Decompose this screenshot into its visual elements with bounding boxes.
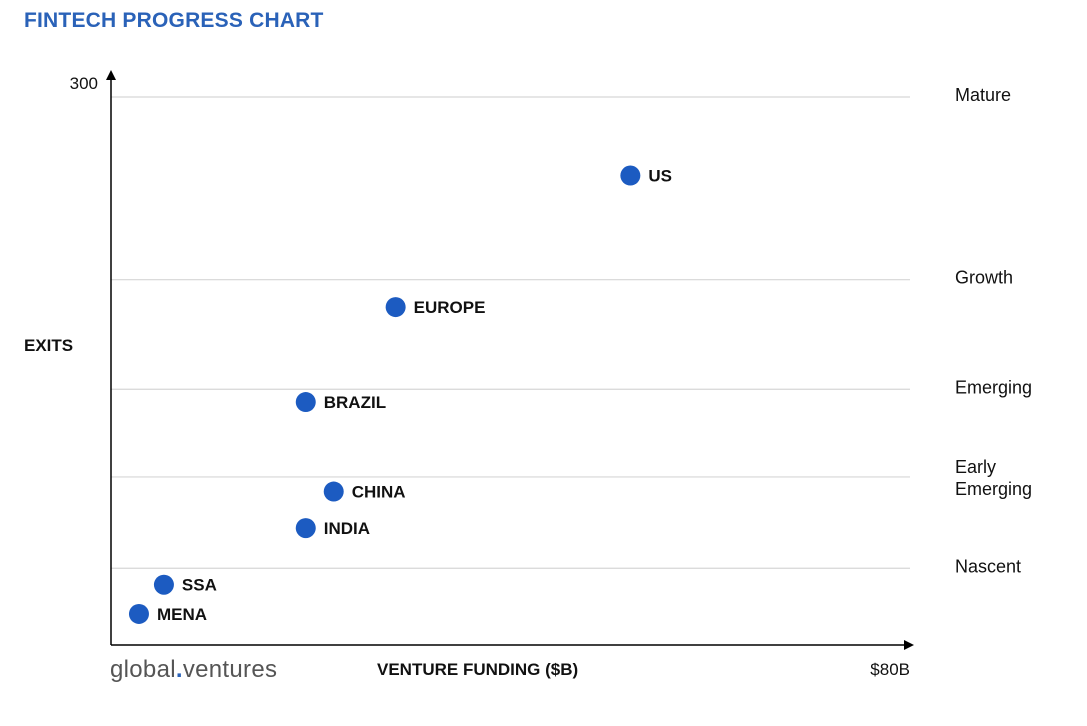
stage-label-nascent: Nascent <box>955 556 1021 576</box>
point-label-mena: MENA <box>157 605 207 624</box>
data-point-ssa <box>153 574 174 595</box>
global-ventures-logo: global.ventures <box>110 656 277 684</box>
data-point-india <box>295 518 316 539</box>
stage-label-growth: Growth <box>955 268 1013 288</box>
y-axis-arrow <box>106 70 116 80</box>
data-point-mena <box>128 603 149 624</box>
point-label-ssa: SSA <box>182 576 217 595</box>
point-label-brazil: BRAZIL <box>324 393 386 412</box>
data-point-us <box>620 165 641 186</box>
y-tick-label: 300 <box>70 74 98 93</box>
x-axis-arrow <box>904 640 914 650</box>
data-point-brazil <box>295 392 316 413</box>
y-axis-label: EXITS <box>24 336 73 355</box>
x-axis-label: VENTURE FUNDING ($B) <box>377 660 578 679</box>
stage-label-early-emerging: Early Emerging <box>955 457 1032 499</box>
stage-label-mature: Mature <box>955 85 1011 105</box>
chart-title: FINTECH PROGRESS CHART <box>24 9 324 32</box>
data-point-china <box>323 481 344 502</box>
point-label-india: INDIA <box>324 519 370 538</box>
logo-text-global: global <box>110 656 176 683</box>
logo-dot: . <box>175 656 183 683</box>
logo-text-ventures: ventures <box>182 656 278 683</box>
stage-label-emerging: Emerging <box>955 377 1032 397</box>
point-label-us: US <box>648 167 672 186</box>
x-tick-label: $80B <box>870 660 910 679</box>
point-label-europe: EUROPE <box>414 298 486 317</box>
data-point-europe <box>385 297 406 318</box>
point-label-china: CHINA <box>352 483 406 502</box>
